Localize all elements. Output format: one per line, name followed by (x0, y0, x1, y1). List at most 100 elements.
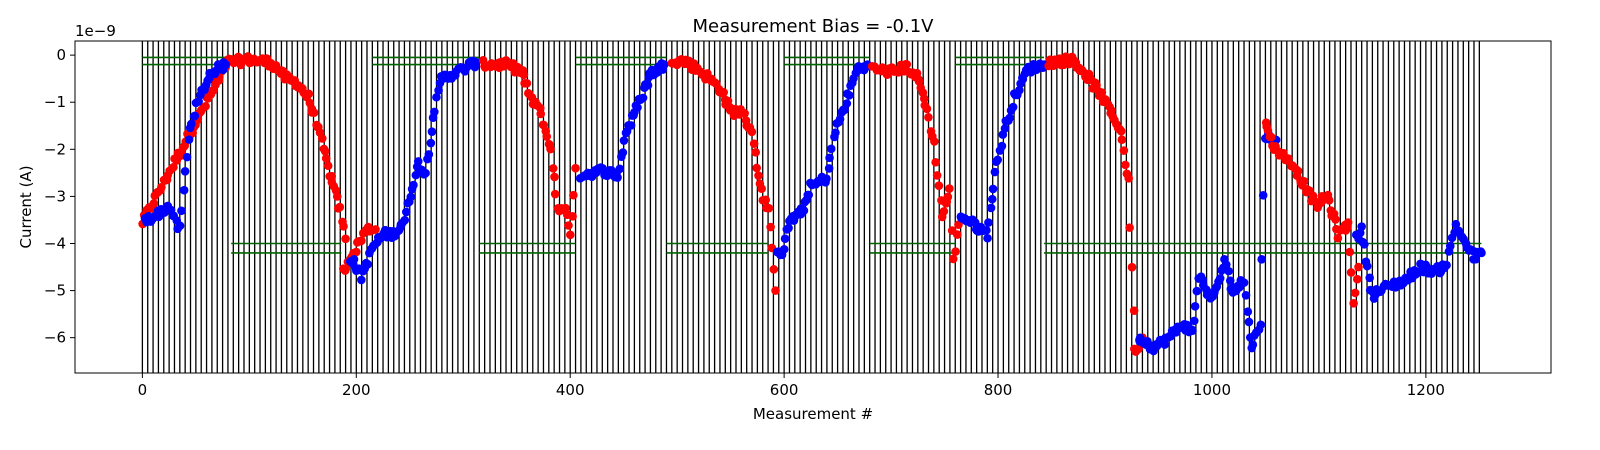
data-point (1257, 255, 1266, 264)
data-point (157, 182, 166, 192)
data-point (1124, 174, 1134, 183)
data-point (919, 94, 929, 103)
data-point (799, 206, 809, 215)
x-tick-label: 600 (770, 381, 799, 399)
data-point (945, 184, 954, 193)
data-point (320, 147, 330, 156)
data-point (1160, 340, 1169, 349)
data-point (1283, 154, 1293, 163)
data-point (1324, 196, 1334, 205)
data-point (542, 132, 552, 141)
series (1261, 118, 1363, 308)
data-point (1362, 261, 1372, 271)
y-axis-label: Current (A) (17, 165, 35, 248)
data-point (997, 141, 1007, 151)
x-tick-label: 1000 (1193, 381, 1231, 399)
x-tick-label: 800 (984, 381, 1013, 399)
data-point (169, 162, 178, 172)
y-tick-label: −4 (44, 234, 66, 252)
reference-bands (142, 56, 1482, 254)
data-point (402, 207, 411, 217)
data-point (432, 92, 441, 102)
data-point (327, 171, 337, 181)
data-point (1189, 316, 1199, 326)
data-point (341, 234, 350, 244)
data-point (922, 104, 932, 114)
data-point (747, 127, 757, 137)
data-point (187, 119, 196, 129)
data-point (626, 121, 636, 130)
data-point (643, 81, 653, 90)
data-point (822, 174, 831, 183)
data-point (766, 222, 775, 232)
data-point (201, 101, 210, 111)
y-tick-label: 0 (56, 46, 66, 64)
data-point (434, 86, 443, 95)
data-point (804, 190, 814, 200)
data-point (1299, 176, 1309, 186)
data-point (149, 199, 159, 208)
data-point (660, 60, 669, 69)
data-point (1215, 274, 1225, 283)
data-point (931, 157, 940, 167)
data-point (1097, 88, 1107, 97)
data-point (618, 148, 628, 157)
data-point (317, 134, 327, 143)
plot-area (138, 41, 1486, 373)
data-point (339, 222, 348, 231)
data-point (1445, 241, 1455, 251)
data-point (406, 192, 416, 202)
data-point (1263, 126, 1273, 135)
data-point (719, 88, 729, 97)
data-point (426, 138, 436, 148)
data-point (1127, 262, 1137, 272)
series (956, 59, 1049, 243)
data-point (1117, 135, 1127, 145)
series (667, 54, 780, 295)
data-point (779, 245, 789, 254)
data-point (1350, 288, 1360, 298)
data-point (1354, 262, 1363, 272)
y-tick-label: −5 (44, 282, 66, 300)
data-point (1266, 132, 1276, 142)
data-point (1477, 248, 1486, 258)
data-point (835, 114, 845, 124)
data-point (824, 164, 834, 173)
series (140, 58, 231, 234)
data-point (221, 60, 231, 69)
data-point (934, 181, 944, 191)
x-tick-label: 400 (556, 381, 585, 399)
data-point (914, 77, 924, 86)
data-point (1239, 278, 1249, 287)
data-point (825, 153, 834, 163)
data-point (986, 203, 996, 213)
data-point (751, 147, 761, 157)
data-point (332, 192, 342, 201)
data-point (352, 247, 361, 257)
data-point (519, 70, 529, 80)
x-axis: 0 200 400 600 800 1000 1200 (138, 373, 1445, 399)
data-point (1244, 317, 1254, 327)
data-point (902, 60, 912, 69)
data-point (1442, 260, 1451, 270)
data-points (138, 52, 1486, 356)
data-point (1343, 218, 1353, 227)
series (772, 60, 872, 260)
data-point (633, 103, 642, 112)
data-point (309, 108, 319, 117)
series (138, 52, 350, 244)
data-point (993, 155, 1003, 165)
data-point (983, 233, 992, 243)
data-point (565, 230, 575, 240)
data-point (194, 97, 203, 106)
data-point (1331, 215, 1340, 224)
data-point (522, 78, 532, 88)
data-point (471, 57, 481, 67)
data-point (769, 265, 779, 274)
data-point (177, 206, 186, 216)
data-point (638, 93, 648, 103)
data-point (323, 161, 333, 171)
data-point (564, 221, 573, 230)
data-point (1190, 301, 1200, 311)
